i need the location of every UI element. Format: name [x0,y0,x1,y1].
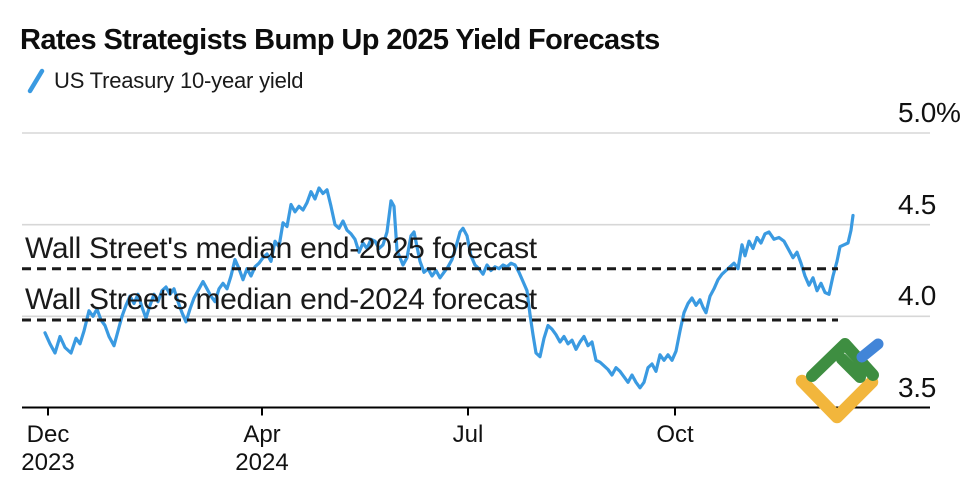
forecast-annotation: Wall Street's median end-2024 forecast [25,283,537,316]
y-axis-label: 4.0 [898,280,937,311]
logo-green-crossbar [836,353,866,383]
chart-trend-logo [795,338,884,424]
yield-line [43,186,855,390]
x-axis [22,406,930,416]
line-swatch-stroke [27,68,45,94]
chart-legend: US Treasury 10-year yield [26,68,304,94]
line-swatch-icon [27,68,45,94]
y-axis-label: 3.5 [898,372,937,403]
x-axis-month-label: Jul [452,421,484,448]
x-axis-month-label: Apr [243,421,281,448]
x-axis-year-label: 2023 [21,449,75,476]
forecast-annotation: Wall Street's median end-2025 forecast [25,232,537,265]
y-axis-label: 4.5 [898,189,937,220]
gridlines [22,132,930,318]
logo-yellow-check [795,374,879,424]
chart-title: Rates Strategists Bump Up 2025 Yield For… [20,24,660,56]
yield-line-series [43,186,855,390]
x-axis-year-label: 2024 [235,449,289,476]
x-axis-month-label: Dec [26,421,70,448]
forecast-dashed-lines [22,267,838,322]
y-axis-label: 5.0% [898,97,961,128]
legend-label: US Treasury 10-year yield [54,68,304,93]
logo-green-peak [806,338,879,382]
x-axis-month-label: Oct [656,421,694,448]
logo-blue-segment [856,338,884,363]
